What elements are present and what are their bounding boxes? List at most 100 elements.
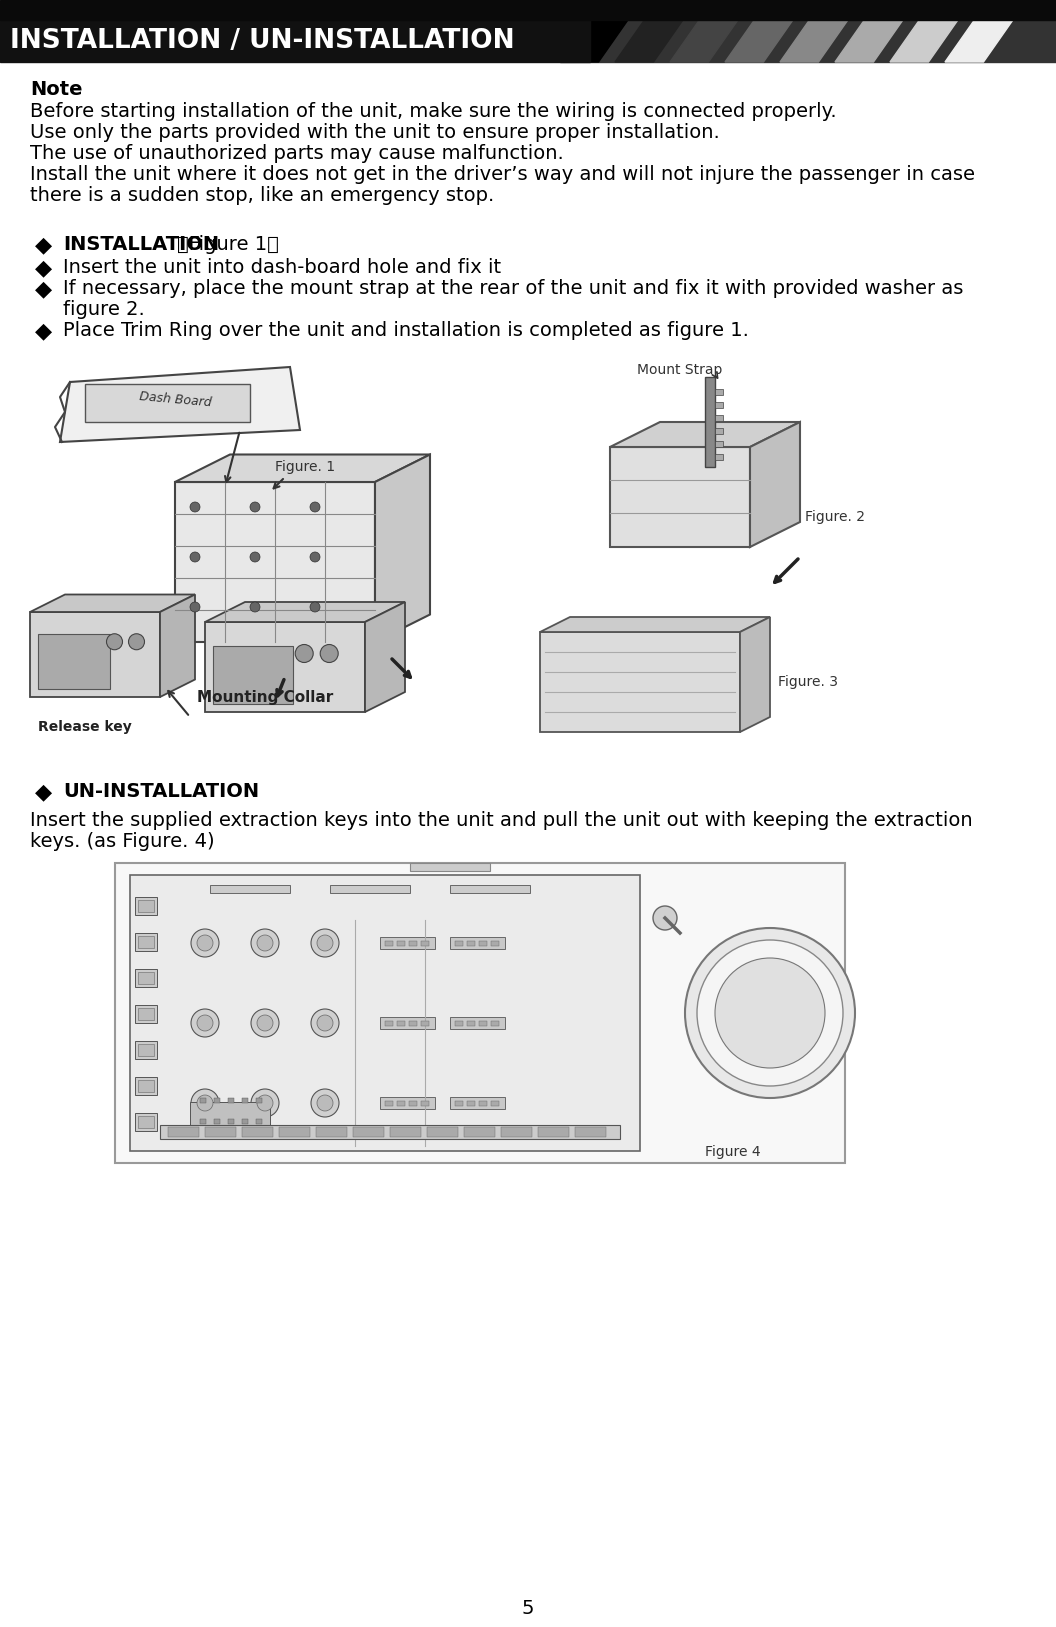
- Bar: [205, 622, 365, 713]
- Bar: [705, 377, 715, 467]
- Text: ◆: ◆: [35, 321, 52, 342]
- Polygon shape: [161, 594, 195, 696]
- Polygon shape: [365, 602, 406, 713]
- Bar: [135, 1041, 157, 1059]
- Text: Dash Board: Dash Board: [138, 390, 211, 410]
- Bar: [135, 1077, 157, 1095]
- Circle shape: [250, 602, 260, 612]
- Polygon shape: [540, 617, 770, 631]
- Bar: [135, 1113, 157, 1131]
- Polygon shape: [30, 594, 195, 612]
- Text: Note: Note: [30, 80, 82, 99]
- Circle shape: [197, 1015, 213, 1032]
- Text: Install the unit where it does not get in the driver’s way and will not injure t: Install the unit where it does not get i…: [30, 164, 975, 184]
- Circle shape: [697, 940, 843, 1085]
- Polygon shape: [835, 20, 903, 62]
- Bar: [491, 1022, 499, 1027]
- Circle shape: [190, 503, 200, 513]
- Bar: [409, 940, 417, 945]
- Polygon shape: [890, 20, 958, 62]
- Bar: [138, 1045, 154, 1056]
- Circle shape: [312, 929, 339, 957]
- Bar: [540, 631, 740, 732]
- Polygon shape: [175, 454, 430, 482]
- Bar: [214, 1098, 220, 1103]
- Bar: [450, 1017, 505, 1028]
- Circle shape: [257, 936, 274, 952]
- Text: there is a sudden stop, like an emergency stop.: there is a sudden stop, like an emergenc…: [30, 185, 494, 205]
- Bar: [715, 402, 723, 408]
- Bar: [501, 1128, 532, 1137]
- Text: Figure. 3: Figure. 3: [778, 675, 838, 688]
- Bar: [385, 940, 393, 945]
- Bar: [213, 646, 293, 704]
- Circle shape: [685, 927, 855, 1098]
- Text: Figure. 1: Figure. 1: [275, 460, 335, 473]
- Bar: [715, 454, 723, 460]
- Text: ◆: ◆: [35, 259, 52, 278]
- Bar: [380, 937, 435, 949]
- Text: Insert the unit into dash-board hole and fix it: Insert the unit into dash-board hole and…: [63, 259, 502, 277]
- Bar: [455, 1022, 463, 1027]
- Circle shape: [107, 635, 122, 649]
- Circle shape: [257, 1095, 274, 1111]
- Bar: [455, 940, 463, 945]
- Circle shape: [251, 1088, 279, 1118]
- Circle shape: [191, 1009, 219, 1036]
- Circle shape: [251, 1009, 279, 1036]
- Bar: [138, 1009, 154, 1020]
- Bar: [715, 428, 723, 434]
- Text: Release key: Release key: [38, 721, 132, 734]
- Bar: [479, 1101, 487, 1106]
- Circle shape: [317, 936, 333, 952]
- Bar: [242, 1128, 274, 1137]
- Bar: [610, 447, 750, 547]
- Bar: [190, 1101, 270, 1131]
- Bar: [560, 20, 1056, 62]
- Text: figure 2.: figure 2.: [63, 299, 145, 319]
- Bar: [397, 1022, 406, 1027]
- Circle shape: [317, 1015, 333, 1032]
- Text: ◆: ◆: [35, 783, 52, 802]
- Bar: [576, 1128, 606, 1137]
- Polygon shape: [610, 421, 800, 447]
- Bar: [380, 1017, 435, 1028]
- Bar: [200, 1098, 206, 1103]
- Bar: [138, 1116, 154, 1128]
- Bar: [421, 1101, 429, 1106]
- Circle shape: [296, 644, 314, 662]
- Circle shape: [190, 602, 200, 612]
- Bar: [409, 1101, 417, 1106]
- Circle shape: [191, 929, 219, 957]
- Bar: [135, 970, 157, 988]
- Text: Mount Strap: Mount Strap: [638, 363, 722, 377]
- Bar: [421, 940, 429, 945]
- Polygon shape: [945, 20, 1013, 62]
- Bar: [467, 1101, 475, 1106]
- Circle shape: [312, 1009, 339, 1036]
- Bar: [200, 1119, 206, 1124]
- Text: ◆: ◆: [35, 278, 52, 299]
- Bar: [242, 1119, 248, 1124]
- Circle shape: [310, 602, 320, 612]
- Bar: [455, 1101, 463, 1106]
- Bar: [491, 1101, 499, 1106]
- Bar: [138, 1080, 154, 1092]
- Bar: [115, 862, 845, 1163]
- Bar: [168, 1128, 199, 1137]
- Text: UN-INSTALLATION: UN-INSTALLATION: [63, 783, 259, 800]
- Circle shape: [653, 906, 677, 931]
- Bar: [38, 635, 110, 688]
- Bar: [467, 1022, 475, 1027]
- Bar: [135, 896, 157, 914]
- Bar: [84, 384, 250, 421]
- Circle shape: [191, 1088, 219, 1118]
- Bar: [385, 1022, 393, 1027]
- Text: Mounting Collar: Mounting Collar: [196, 690, 333, 704]
- Bar: [175, 482, 375, 643]
- Text: Insert the supplied extraction keys into the unit and pull the unit out with kee: Insert the supplied extraction keys into…: [30, 810, 973, 830]
- Bar: [161, 1124, 620, 1139]
- Circle shape: [257, 1015, 274, 1032]
- Text: Use only the parts provided with the unit to ensure proper installation.: Use only the parts provided with the uni…: [30, 124, 720, 142]
- Bar: [421, 1022, 429, 1027]
